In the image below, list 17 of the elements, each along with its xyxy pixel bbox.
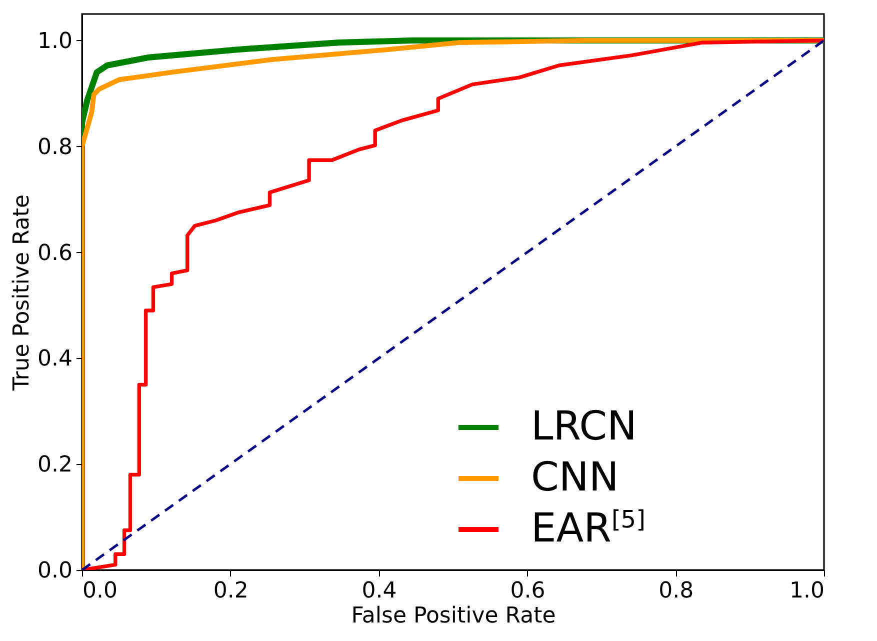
y-axis-title: True Positive Rate	[10, 194, 35, 392]
legend-label: LRCN	[531, 404, 637, 450]
y-tick-label: 0.4	[38, 346, 72, 372]
y-tick-label: 0.2	[38, 452, 72, 478]
y-tick-label: 1.0	[38, 28, 72, 54]
x-tick-label: 0.0	[82, 578, 118, 604]
x-tick-label: 0.4	[362, 578, 397, 604]
x-tick-label: 0.8	[658, 578, 694, 604]
x-tick-label: 0.2	[213, 578, 248, 604]
y-tick-label: 0.6	[38, 240, 72, 266]
x-tick-label: 1.0	[790, 578, 824, 604]
legend-label: EAR$^{[5]}$	[531, 506, 646, 552]
x-axis-title: False Positive Rate	[351, 604, 556, 628]
x-tick-label: 0.6	[510, 578, 546, 604]
y-tick-label: 0.0	[38, 558, 72, 584]
y-tick-label: 0.8	[38, 134, 72, 160]
legend-label: CNN	[531, 454, 619, 500]
